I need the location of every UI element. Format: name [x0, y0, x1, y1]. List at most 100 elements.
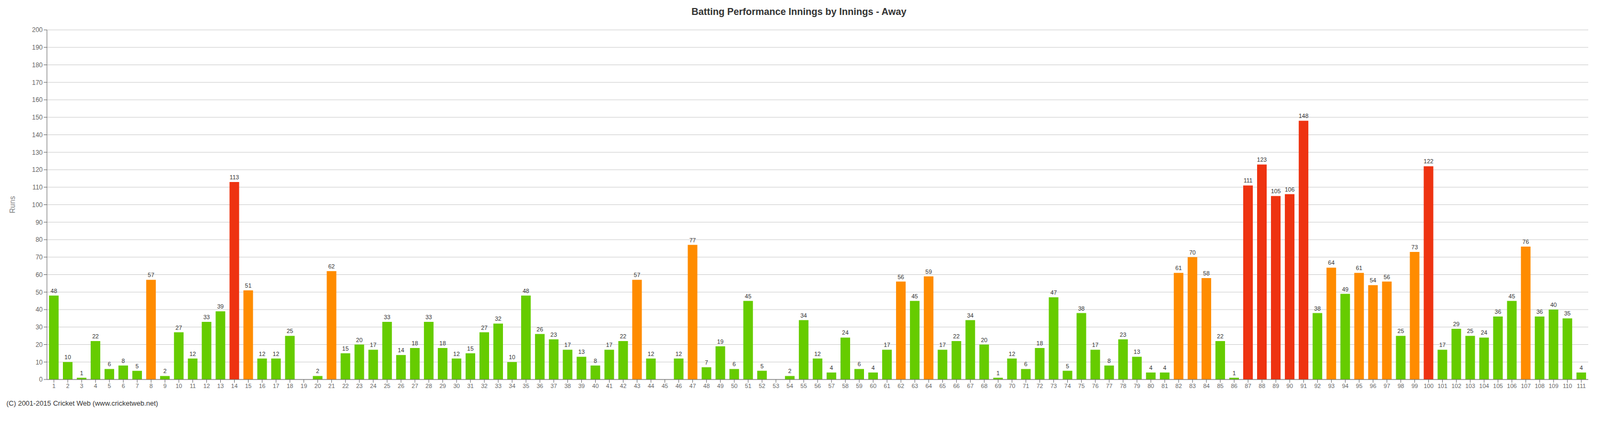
- svg-text:18: 18: [411, 339, 419, 347]
- svg-text:92: 92: [1314, 382, 1321, 389]
- svg-text:22: 22: [1217, 332, 1224, 340]
- svg-text:106: 106: [1284, 186, 1295, 193]
- svg-text:45: 45: [1508, 292, 1516, 300]
- svg-text:86: 86: [1230, 382, 1238, 389]
- svg-text:58: 58: [1203, 269, 1210, 277]
- svg-text:28: 28: [425, 382, 432, 389]
- svg-text:45: 45: [661, 382, 668, 389]
- svg-text:170: 170: [32, 78, 43, 87]
- svg-text:34: 34: [800, 312, 807, 319]
- svg-text:12: 12: [675, 350, 682, 357]
- svg-text:27: 27: [175, 324, 182, 331]
- svg-text:105: 105: [1493, 382, 1503, 389]
- svg-text:24: 24: [1480, 329, 1487, 336]
- svg-text:64: 64: [1328, 259, 1335, 266]
- svg-text:17: 17: [939, 341, 946, 348]
- svg-text:53: 53: [772, 382, 780, 389]
- svg-text:57: 57: [147, 271, 155, 278]
- svg-text:1: 1: [1232, 369, 1236, 376]
- svg-text:123: 123: [1257, 156, 1267, 163]
- svg-text:56: 56: [1383, 273, 1390, 280]
- svg-text:73: 73: [1050, 382, 1057, 389]
- svg-text:12: 12: [647, 350, 654, 357]
- svg-text:190: 190: [32, 43, 43, 52]
- svg-text:99: 99: [1411, 382, 1418, 389]
- svg-text:34: 34: [966, 312, 974, 319]
- svg-text:21: 21: [328, 382, 335, 389]
- svg-text:75: 75: [1078, 382, 1085, 389]
- svg-text:49: 49: [1341, 285, 1349, 293]
- svg-text:52: 52: [758, 382, 766, 389]
- svg-text:51: 51: [745, 382, 752, 389]
- svg-text:98: 98: [1397, 382, 1404, 389]
- svg-text:109: 109: [1548, 382, 1559, 389]
- svg-text:15: 15: [244, 382, 252, 389]
- svg-text:56: 56: [814, 382, 821, 389]
- svg-text:57: 57: [633, 271, 640, 278]
- svg-text:32: 32: [481, 382, 488, 389]
- svg-text:29: 29: [439, 382, 446, 389]
- svg-text:61: 61: [1355, 264, 1363, 271]
- svg-text:35: 35: [1564, 309, 1571, 317]
- svg-text:4: 4: [1579, 364, 1583, 371]
- svg-text:20: 20: [314, 382, 322, 389]
- svg-text:Runs: Runs: [8, 195, 17, 214]
- svg-text:36: 36: [536, 382, 543, 389]
- svg-text:62: 62: [897, 382, 904, 389]
- svg-text:113: 113: [229, 173, 240, 181]
- svg-text:17: 17: [1091, 341, 1099, 348]
- svg-text:71: 71: [1022, 382, 1029, 389]
- svg-text:100: 100: [32, 201, 43, 209]
- svg-text:17: 17: [272, 382, 279, 389]
- svg-text:96: 96: [1369, 382, 1376, 389]
- svg-text:47: 47: [1050, 289, 1057, 296]
- svg-text:33: 33: [384, 313, 391, 320]
- svg-text:2: 2: [316, 367, 320, 374]
- svg-text:14: 14: [397, 346, 405, 354]
- svg-text:29: 29: [1452, 320, 1460, 327]
- svg-text:22: 22: [92, 332, 99, 340]
- svg-text:8: 8: [593, 357, 597, 364]
- svg-text:4: 4: [829, 364, 834, 371]
- svg-text:73: 73: [1411, 243, 1418, 251]
- svg-text:39: 39: [578, 382, 585, 389]
- svg-text:36: 36: [1536, 308, 1543, 315]
- svg-text:12: 12: [189, 350, 196, 357]
- svg-text:83: 83: [1189, 382, 1196, 389]
- svg-text:62: 62: [328, 262, 335, 270]
- svg-text:46: 46: [675, 382, 683, 389]
- svg-text:23: 23: [356, 382, 363, 389]
- svg-text:85: 85: [1217, 382, 1224, 389]
- svg-text:15: 15: [467, 345, 474, 352]
- svg-text:6: 6: [732, 360, 736, 367]
- svg-text:34: 34: [508, 382, 516, 389]
- svg-text:0: 0: [38, 375, 43, 383]
- svg-text:69: 69: [994, 382, 1002, 389]
- svg-text:91: 91: [1300, 382, 1307, 389]
- svg-text:48: 48: [50, 287, 58, 294]
- svg-text:2: 2: [788, 367, 792, 374]
- svg-text:11: 11: [189, 382, 196, 389]
- svg-text:82: 82: [1175, 382, 1182, 389]
- svg-text:106: 106: [1507, 382, 1517, 389]
- svg-text:19: 19: [717, 338, 724, 345]
- svg-text:84: 84: [1203, 382, 1210, 389]
- svg-text:31: 31: [467, 382, 474, 389]
- svg-text:4: 4: [93, 382, 98, 389]
- svg-text:48: 48: [703, 382, 710, 389]
- svg-text:70: 70: [35, 253, 44, 261]
- svg-text:150: 150: [32, 113, 43, 122]
- svg-text:9: 9: [163, 382, 167, 389]
- svg-text:17: 17: [370, 341, 377, 348]
- svg-text:94: 94: [1341, 382, 1349, 389]
- svg-text:22: 22: [342, 382, 349, 389]
- svg-text:110: 110: [1562, 382, 1573, 389]
- svg-text:40: 40: [592, 382, 599, 389]
- svg-text:54: 54: [786, 382, 794, 389]
- svg-text:79: 79: [1133, 382, 1141, 389]
- svg-text:10: 10: [508, 353, 516, 360]
- svg-text:110: 110: [32, 183, 43, 191]
- svg-text:97: 97: [1383, 382, 1390, 389]
- svg-text:93: 93: [1328, 382, 1335, 389]
- svg-text:41: 41: [605, 382, 613, 389]
